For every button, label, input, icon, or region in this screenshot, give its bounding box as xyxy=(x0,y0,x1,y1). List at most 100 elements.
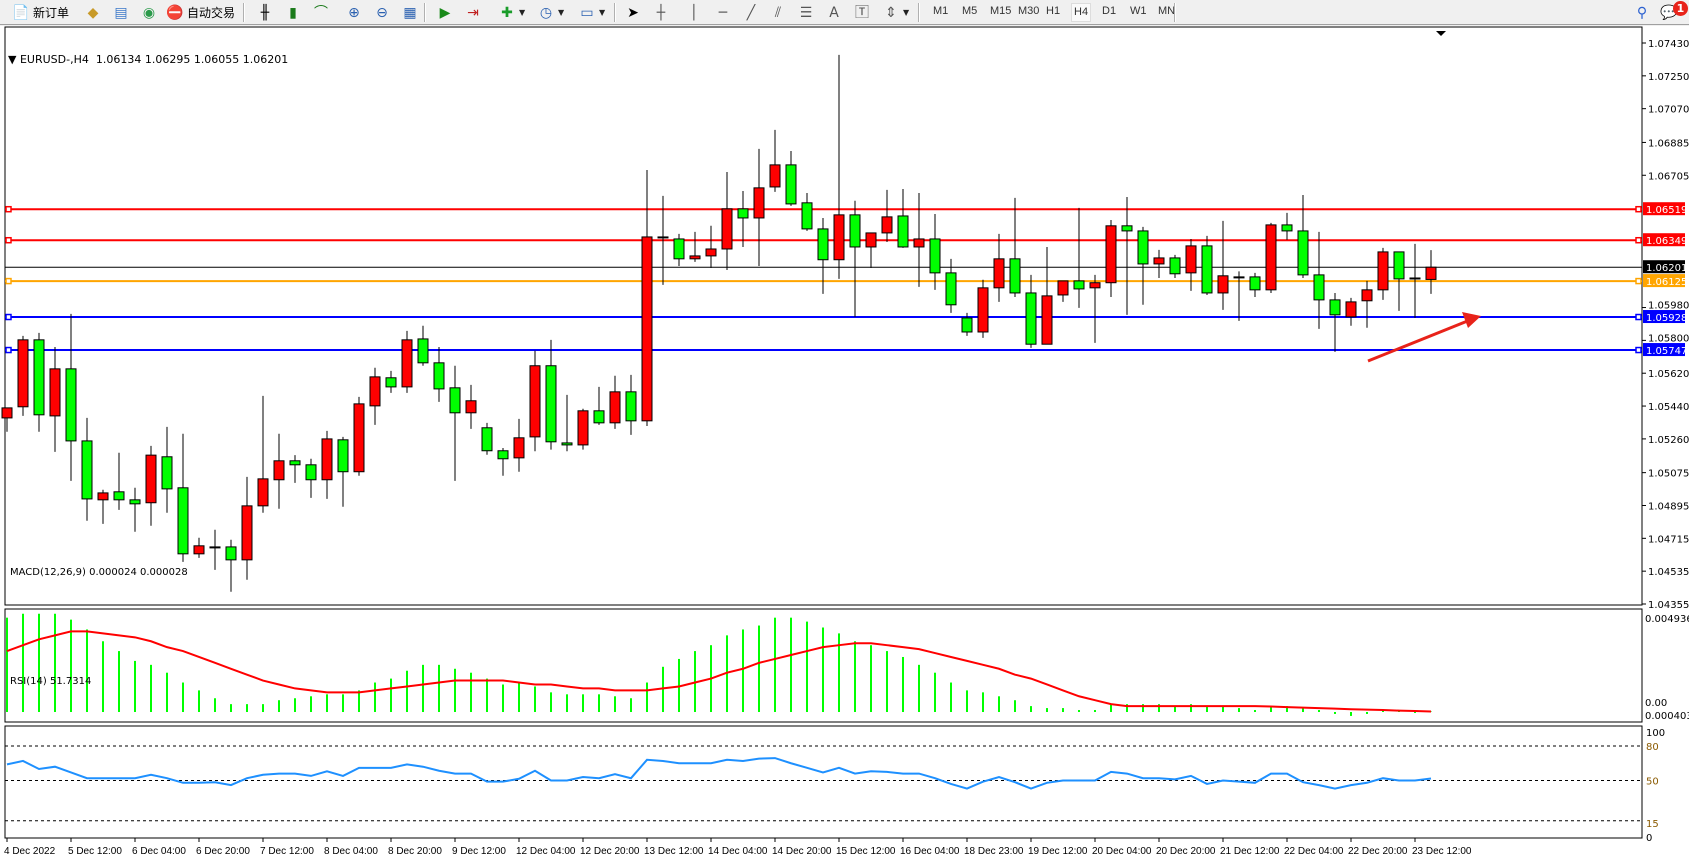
candle-bull xyxy=(833,214,845,261)
chart-window[interactable]: 1.07430 1.07250 1.07070 1.06885 1.06705 1.059… xyxy=(0,26,1689,860)
horizontal-line-button[interactable]: ─ xyxy=(714,2,732,23)
arrow-annotation xyxy=(1367,318,1471,363)
auto-trading-icon: ⛔ xyxy=(166,4,184,21)
candle-bull xyxy=(273,460,285,481)
price-label-box xyxy=(1643,310,1685,324)
candle-bear xyxy=(817,228,829,261)
auto-scroll-button[interactable]: ▶ xyxy=(436,2,454,23)
candle-bear xyxy=(801,202,813,230)
line-handle-right xyxy=(1635,236,1642,244)
price-tick-label: 1.07250 xyxy=(1648,72,1689,83)
candle-bull xyxy=(1233,276,1245,279)
macd-label: MACD(12,26,9) 0.000024 0.000028 xyxy=(10,567,188,578)
arrow-head-icon xyxy=(1462,312,1481,328)
macd-axis-label: 0.00 xyxy=(1645,698,1667,709)
indicators-button[interactable]: ✚ ▼ xyxy=(498,2,525,23)
candle-bear xyxy=(785,164,797,205)
data-window-button[interactable]: ▤ xyxy=(112,2,130,23)
candle-bull xyxy=(193,545,205,555)
price-tick-label: 1.04715 xyxy=(1648,534,1689,545)
candle-bear xyxy=(897,215,909,248)
timeframe-w1[interactable]: W1 xyxy=(1130,5,1147,17)
timeframe-m15[interactable]: M15 xyxy=(990,5,1012,17)
price-label-current: 1.06201 xyxy=(1646,263,1687,274)
separator xyxy=(918,3,920,22)
candle-bear xyxy=(81,440,93,500)
candle-bear xyxy=(1281,224,1293,232)
timeframe-mn[interactable]: MN xyxy=(1158,5,1176,17)
periods-button[interactable]: ◷ ▼ xyxy=(537,2,564,23)
text-label-icon: 🅃 xyxy=(855,4,869,21)
line-chart-button[interactable]: ⌒ xyxy=(312,2,330,23)
price-tick-label: 1.04355 xyxy=(1648,600,1689,611)
chart-menu-triangle-icon[interactable]: ▼ xyxy=(8,53,20,66)
candle-bull xyxy=(689,255,701,260)
candle-bull xyxy=(721,208,733,250)
candle-bull xyxy=(1361,289,1373,302)
candle-bull xyxy=(1217,275,1229,294)
clock-icon: ◷ xyxy=(539,4,553,21)
zoom-in-button[interactable]: ⊕ xyxy=(345,2,363,23)
timeframe-h1[interactable]: H1 xyxy=(1046,5,1061,17)
time-axis-label: 12 Dec 04:00 xyxy=(516,846,576,857)
chart-header: ▼ EURUSD-,H4 1.06134 1.06295 1.06055 1.0… xyxy=(8,53,289,66)
price-label-box xyxy=(1643,202,1685,216)
macd-axis-label: 0.000403 xyxy=(1645,711,1689,722)
chart-shift-button[interactable]: ⇥ xyxy=(464,2,482,23)
candle-bull xyxy=(369,376,381,407)
text-button[interactable]: A xyxy=(825,2,843,23)
equidistant-channel-button[interactable]: ⫽ xyxy=(769,2,787,23)
candle-bear xyxy=(65,368,77,442)
candle-bull xyxy=(993,258,1005,289)
time-axis-label: 21 Dec 12:00 xyxy=(1220,846,1280,857)
candle-bull xyxy=(1153,257,1165,265)
rsi-line xyxy=(6,757,1432,790)
candle-bear xyxy=(929,238,941,274)
macd-axis-label: 0.004936 xyxy=(1645,614,1689,625)
candle-bull xyxy=(513,437,525,459)
candle-bull xyxy=(529,365,541,438)
bar-chart-button[interactable]: ╫ xyxy=(256,2,274,23)
navigator-button[interactable]: ◉ xyxy=(140,2,158,23)
candle-bear xyxy=(385,377,397,388)
candle-bear xyxy=(1249,276,1261,291)
chart-canvas[interactable]: 1.07430 1.07250 1.07070 1.06885 1.06705 1.059… xyxy=(0,26,1689,860)
line-handle-left xyxy=(5,236,12,244)
time-axis-label: 5 Dec 12:00 xyxy=(68,846,122,857)
zoom-out-button[interactable]: ⊖ xyxy=(373,2,391,23)
candle-bull xyxy=(17,339,29,408)
macd-signal-line xyxy=(6,630,1432,713)
time-axis-label: 20 Dec 04:00 xyxy=(1092,846,1152,857)
arrows-button[interactable]: ⇕ ▼ xyxy=(882,2,909,23)
timeframe-d1[interactable]: D1 xyxy=(1102,5,1117,17)
rsi-axis-label: 0 xyxy=(1646,833,1652,844)
trendline-button[interactable]: ╱ xyxy=(742,2,760,23)
time-axis-label: 23 Dec 12:00 xyxy=(1412,846,1472,857)
search-button[interactable]: ⚲ xyxy=(1633,2,1651,23)
crosshair-button[interactable]: ┼ xyxy=(652,2,670,23)
text-label-button[interactable]: 🅃 xyxy=(853,2,871,23)
timeframe-m5[interactable]: M5 xyxy=(962,5,978,17)
cursor-button[interactable]: ➤ xyxy=(624,2,642,23)
market-watch-button[interactable]: ◆ xyxy=(84,2,102,23)
candle-bear xyxy=(1137,230,1149,265)
line-handle-left xyxy=(5,205,12,213)
tile-windows-button[interactable]: ▦ xyxy=(401,2,419,23)
auto-trading-button[interactable]: ⛔ 自动交易 xyxy=(166,4,236,21)
candlestick-button[interactable]: ▮ xyxy=(284,2,302,23)
time-axis-label: 19 Dec 12:00 xyxy=(1028,846,1088,857)
candle-bear xyxy=(1393,251,1405,280)
candle-bull xyxy=(321,438,333,481)
separator xyxy=(424,3,426,22)
candle-bear xyxy=(497,450,509,460)
price-label-resistance: 1.06349 xyxy=(1646,236,1687,247)
candle-bear xyxy=(593,410,605,424)
timeframe-m30[interactable]: M30 xyxy=(1018,5,1040,17)
templates-button[interactable]: ▭ ▼ xyxy=(578,2,605,23)
vertical-line-button[interactable]: │ xyxy=(685,2,703,23)
fibonacci-button[interactable]: ☰ xyxy=(797,2,815,23)
auto-scroll-icon: ▶ xyxy=(439,4,451,21)
timeframe-m1[interactable]: M1 xyxy=(933,5,949,17)
timeframe-h4[interactable]: H4 xyxy=(1071,3,1092,22)
new-order-button[interactable]: 📄 新订单 xyxy=(12,4,70,21)
